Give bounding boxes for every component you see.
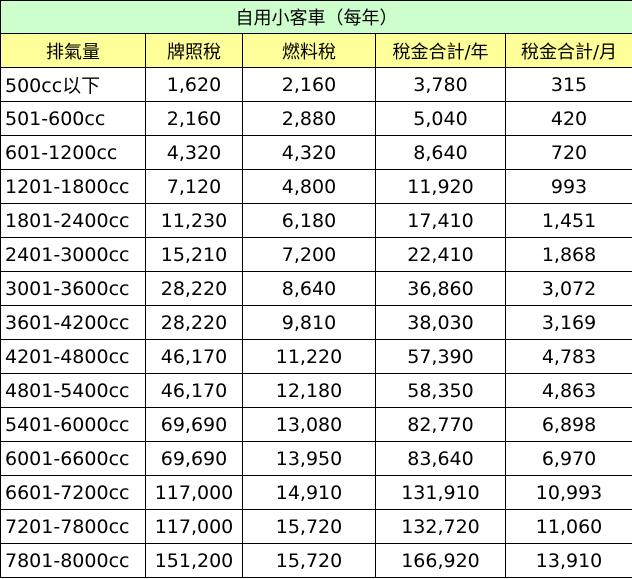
license-tax-cell: 117,000 <box>145 475 243 510</box>
total-month-cell: 1,868 <box>504 237 632 272</box>
fuel-tax-cell: 9,810 <box>242 305 376 340</box>
total-month-cell: 13,910 <box>504 543 632 578</box>
total-month-cell: 4,783 <box>504 339 632 374</box>
license-tax-cell: 28,220 <box>145 271 243 306</box>
total-month-cell: 993 <box>504 169 632 204</box>
total-month-cell: 3,169 <box>504 305 632 340</box>
header-row: 排氣量 牌照稅 燃料稅 稅金合計/年 稅金合計/月 <box>0 33 632 68</box>
displacement-cell: 3601-4200cc <box>0 305 146 340</box>
license-tax-cell: 1,620 <box>145 67 243 102</box>
total-year-cell: 11,920 <box>375 169 506 204</box>
displacement-cell: 1201-1800cc <box>0 169 146 204</box>
displacement-cell: 4801-5400cc <box>0 373 146 408</box>
fuel-tax-cell: 2,160 <box>242 67 376 102</box>
table-row: 601-1200cc 4,320 4,320 8,640 720 <box>0 135 632 170</box>
license-tax-cell: 4,320 <box>145 135 243 170</box>
fuel-tax-cell: 12,180 <box>242 373 376 408</box>
total-month-cell: 1,451 <box>504 203 632 238</box>
table-row: 3001-3600cc 28,220 8,640 36,860 3,072 <box>0 271 632 306</box>
displacement-cell: 7201-7800cc <box>0 509 146 544</box>
header-total-per-month: 稅金合計/月 <box>504 33 632 68</box>
table-row: 6601-7200cc 117,000 14,910 131,910 10,993 <box>0 475 632 510</box>
table-row: 1801-2400cc 11,230 6,180 17,410 1,451 <box>0 203 632 238</box>
total-month-cell: 4,863 <box>504 373 632 408</box>
total-year-cell: 8,640 <box>375 135 506 170</box>
fuel-tax-cell: 13,950 <box>242 441 376 476</box>
header-fuel-tax: 燃料稅 <box>242 33 376 68</box>
total-month-cell: 420 <box>504 101 632 136</box>
fuel-tax-cell: 7,200 <box>242 237 376 272</box>
license-tax-cell: 11,230 <box>145 203 243 238</box>
total-month-cell: 720 <box>504 135 632 170</box>
table-row: 7201-7800cc 117,000 15,720 132,720 11,060 <box>0 509 632 544</box>
total-year-cell: 132,720 <box>375 509 506 544</box>
license-tax-cell: 2,160 <box>145 101 243 136</box>
fuel-tax-cell: 13,080 <box>242 407 376 442</box>
fuel-tax-cell: 4,800 <box>242 169 376 204</box>
fuel-tax-cell: 8,640 <box>242 271 376 306</box>
displacement-cell: 500cc以下 <box>0 67 146 102</box>
table-row: 2401-3000cc 15,210 7,200 22,410 1,868 <box>0 237 632 272</box>
header-total-per-year: 稅金合計/年 <box>375 33 506 68</box>
displacement-cell: 7801-8000cc <box>0 543 146 578</box>
total-year-cell: 36,860 <box>375 271 506 306</box>
table-row: 500cc以下 1,620 2,160 3,780 315 <box>0 67 632 102</box>
total-month-cell: 6,970 <box>504 441 632 476</box>
total-year-cell: 3,780 <box>375 67 506 102</box>
total-year-cell: 131,910 <box>375 475 506 510</box>
header-license-tax: 牌照稅 <box>145 33 243 68</box>
displacement-cell: 501-600cc <box>0 101 146 136</box>
displacement-cell: 601-1200cc <box>0 135 146 170</box>
total-year-cell: 5,040 <box>375 101 506 136</box>
table-title: 自用小客車（每年） <box>0 0 632 34</box>
table-row: 6001-6600cc 69,690 13,950 83,640 6,970 <box>0 441 632 476</box>
fuel-tax-cell: 15,720 <box>242 543 376 578</box>
fuel-tax-cell: 14,910 <box>242 475 376 510</box>
total-year-cell: 83,640 <box>375 441 506 476</box>
total-month-cell: 315 <box>504 67 632 102</box>
fuel-tax-cell: 4,320 <box>242 135 376 170</box>
displacement-cell: 6601-7200cc <box>0 475 146 510</box>
displacement-cell: 2401-3000cc <box>0 237 146 272</box>
table-row: 501-600cc 2,160 2,880 5,040 420 <box>0 101 632 136</box>
license-tax-cell: 69,690 <box>145 407 243 442</box>
total-month-cell: 10,993 <box>504 475 632 510</box>
total-year-cell: 166,920 <box>375 543 506 578</box>
fuel-tax-cell: 15,720 <box>242 509 376 544</box>
total-year-cell: 17,410 <box>375 203 506 238</box>
header-displacement: 排氣量 <box>0 33 146 68</box>
total-year-cell: 58,350 <box>375 373 506 408</box>
total-month-cell: 3,072 <box>504 271 632 306</box>
total-year-cell: 82,770 <box>375 407 506 442</box>
total-year-cell: 38,030 <box>375 305 506 340</box>
displacement-cell: 1801-2400cc <box>0 203 146 238</box>
license-tax-cell: 117,000 <box>145 509 243 544</box>
total-year-cell: 22,410 <box>375 237 506 272</box>
license-tax-cell: 28,220 <box>145 305 243 340</box>
license-tax-cell: 46,170 <box>145 339 243 374</box>
displacement-cell: 5401-6000cc <box>0 407 146 442</box>
fuel-tax-cell: 6,180 <box>242 203 376 238</box>
table-row: 1201-1800cc 7,120 4,800 11,920 993 <box>0 169 632 204</box>
fuel-tax-cell: 2,880 <box>242 101 376 136</box>
total-year-cell: 57,390 <box>375 339 506 374</box>
license-tax-cell: 46,170 <box>145 373 243 408</box>
license-tax-cell: 69,690 <box>145 441 243 476</box>
table-row: 5401-6000cc 69,690 13,080 82,770 6,898 <box>0 407 632 442</box>
total-month-cell: 11,060 <box>504 509 632 544</box>
displacement-cell: 4201-4800cc <box>0 339 146 374</box>
table-row: 7801-8000cc 151,200 15,720 166,920 13,910 <box>0 543 632 578</box>
license-tax-cell: 15,210 <box>145 237 243 272</box>
table-row: 4201-4800cc 46,170 11,220 57,390 4,783 <box>0 339 632 374</box>
license-tax-cell: 7,120 <box>145 169 243 204</box>
title-row: 自用小客車（每年） <box>0 0 632 34</box>
fuel-tax-cell: 11,220 <box>242 339 376 374</box>
table-row: 4801-5400cc 46,170 12,180 58,350 4,863 <box>0 373 632 408</box>
license-tax-cell: 151,200 <box>145 543 243 578</box>
table-row: 3601-4200cc 28,220 9,810 38,030 3,169 <box>0 305 632 340</box>
displacement-cell: 6001-6600cc <box>0 441 146 476</box>
total-month-cell: 6,898 <box>504 407 632 442</box>
displacement-cell: 3001-3600cc <box>0 271 146 306</box>
